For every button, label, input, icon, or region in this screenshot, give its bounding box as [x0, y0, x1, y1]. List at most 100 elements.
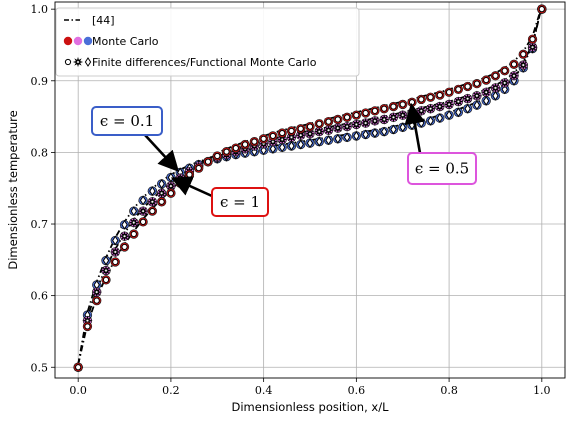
fd-circle-marker	[529, 36, 536, 43]
annotation-label: ϵ = 0.5	[415, 160, 469, 178]
fd-diamond-marker	[455, 107, 462, 118]
fd-circle-marker	[483, 76, 490, 84]
annotations: ϵ = 0.1 ϵ = 1 ϵ = 0.5	[91, 102, 477, 217]
fd-circle-marker	[186, 171, 193, 178]
fd-circle-marker	[93, 297, 100, 304]
fd-diamond-marker	[84, 57, 92, 67]
fd-circle-marker	[102, 276, 110, 283]
fd-star-marker	[481, 87, 492, 98]
x-axis-label: Dimensionless position, x/L	[232, 400, 390, 414]
fd-star-marker	[416, 105, 427, 117]
fd-star-marker	[277, 134, 288, 145]
fd-diamond-marker	[102, 255, 110, 266]
fd-circle-marker	[288, 127, 295, 135]
fd-diamond-marker	[427, 115, 434, 126]
fd-circle-marker	[464, 83, 471, 90]
fd-circle-marker	[260, 135, 267, 142]
fd-circle-marker	[251, 138, 258, 145]
fd-star-marker	[119, 231, 130, 242]
fd-circle-marker	[362, 109, 369, 117]
y-axis-label: Dimensionless temperature	[6, 110, 20, 269]
fd-circle-marker	[139, 218, 147, 225]
fd-star-marker	[91, 286, 102, 298]
fd-star-marker	[100, 265, 112, 276]
fd-diamond-marker	[390, 124, 397, 135]
fd-star-marker	[471, 90, 483, 101]
fd-star-marker	[295, 130, 306, 141]
fd-star-marker	[332, 122, 343, 134]
fd-diamond-marker	[380, 126, 388, 137]
fd-circle-marker	[473, 80, 481, 87]
fd-diamond-marker	[278, 142, 286, 153]
fd-circle-marker	[436, 92, 443, 99]
fd-diamond-marker	[482, 95, 490, 106]
fd-diamond-marker	[371, 128, 379, 138]
fd-circle-marker	[371, 107, 379, 114]
legend-monte-carlo-dot	[83, 36, 93, 46]
fd-diamond-marker	[269, 143, 277, 154]
fd-star-marker	[453, 96, 464, 107]
fd-circle-marker	[353, 112, 360, 119]
fd-circle-marker	[316, 120, 323, 127]
fd-diamond-marker	[316, 136, 323, 147]
fd-circle-marker	[112, 258, 119, 266]
x-tick-label: 0.6	[348, 384, 366, 397]
legend-box	[55, 7, 360, 77]
fd-circle-marker	[64, 58, 72, 66]
annotation-box	[211, 187, 269, 217]
fd-circle-marker	[269, 132, 277, 140]
fd-circle-marker	[297, 125, 304, 132]
fd-star-marker	[462, 93, 473, 104]
fd-circle-marker	[241, 141, 249, 148]
fd-diamond-marker	[399, 122, 406, 133]
plot-frame	[54, 1, 566, 379]
fd-circle-marker	[306, 123, 314, 130]
fd-star-marker	[147, 196, 158, 207]
legend-monte-carlo-dot	[63, 36, 73, 46]
y-tick-label: 0.8	[31, 146, 49, 159]
fd-circle-marker	[75, 364, 82, 371]
fd-star-marker	[128, 217, 139, 228]
annotation-arrow	[170, 176, 213, 198]
fd-star-marker	[72, 56, 84, 68]
x-tick-label: 0.0	[69, 384, 87, 397]
fd-star-marker	[323, 125, 334, 136]
fd-circle-marker	[492, 72, 499, 79]
fd-star-marker	[434, 101, 445, 112]
fd-star-marker	[379, 114, 390, 125]
y-tick-label: 0.7	[31, 218, 49, 231]
annotation-arrow	[144, 134, 180, 172]
fd-circle-marker	[445, 89, 453, 96]
fd-circle-marker	[418, 96, 425, 103]
x-tick-label: 0.4	[255, 384, 273, 397]
fd-star-marker	[286, 132, 297, 143]
x-tick-label: 0.2	[162, 384, 180, 397]
annotation-box	[91, 106, 163, 136]
fd-circle-marker	[390, 103, 397, 110]
fd-diamond-marker	[362, 129, 369, 140]
fd-circle-marker	[399, 101, 406, 108]
fd-diamond-marker	[130, 206, 138, 217]
annotation-box	[407, 152, 477, 185]
fd-diamond-marker	[121, 219, 128, 230]
y-tick-label: 0.5	[31, 361, 49, 374]
fd-circle-marker	[538, 6, 545, 13]
y-tick-label: 0.6	[31, 290, 49, 303]
fd-star-marker	[518, 59, 529, 71]
fd-star-marker	[156, 188, 167, 199]
fd-star-marker	[443, 99, 455, 110]
fd-diamond-marker	[149, 186, 156, 196]
fd-diamond-marker	[445, 110, 453, 121]
legend-label-reference: [44]	[92, 14, 115, 27]
fd-star-marker	[508, 70, 520, 81]
fd-star-marker	[314, 126, 325, 137]
fd-star-marker	[351, 119, 362, 130]
fd-diamond-marker	[158, 178, 165, 189]
fd-circle-marker	[279, 129, 286, 137]
fd-star-marker	[527, 41, 538, 53]
fd-star-marker	[137, 205, 149, 217]
fd-star-marker	[425, 103, 436, 114]
fd-circle-marker	[204, 158, 212, 165]
fd-circle-marker	[84, 323, 91, 330]
